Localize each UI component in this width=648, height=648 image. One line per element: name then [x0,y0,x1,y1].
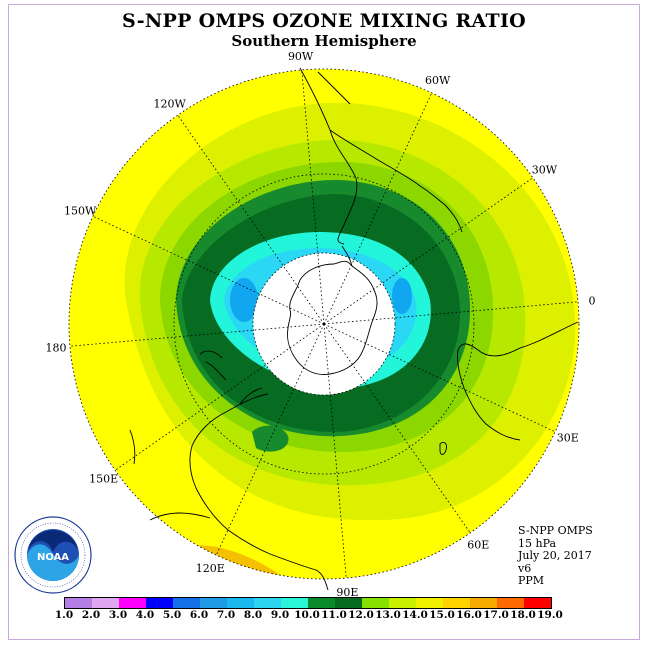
meridian-line [177,114,325,325]
color-bar-segment [443,598,470,608]
color-bar-segment [92,598,119,608]
color-bar-label: 1.0 [54,609,74,621]
longitude-label: 150E [89,472,118,485]
antarctica-coast [287,260,378,375]
meridian-line [92,215,325,325]
coastlines [129,67,579,591]
new-zealand-coast [199,350,227,381]
ozone-band-6-7-east [392,278,412,314]
color-bar-label: 2.0 [81,609,101,621]
color-bar-label: 19.0 [537,609,563,621]
color-bar-label: 14.0 [402,609,428,621]
meridian-line [301,69,325,325]
color-bar-label: 17.0 [483,609,509,621]
color-bar-label: 13.0 [375,609,401,621]
color-bar-segment [281,598,308,608]
longitude-label: 90W [288,50,314,63]
latitude-circle [68,68,580,580]
color-bar-label: 7.0 [216,609,236,621]
color-bar-segment [416,598,443,608]
color-bar-label: 5.0 [162,609,182,621]
color-bar-label: 11.0 [321,609,347,621]
map-subtitle: Southern Hemisphere [231,32,417,50]
meridian-line [114,323,325,471]
color-bar-segment [254,598,281,608]
color-bar-segment [146,598,173,608]
color-bar-segment [389,598,416,608]
color-bar-segment [200,598,227,608]
madagascar-coast [439,441,447,455]
antarctic-peninsula [341,245,353,267]
color-bar-segment [470,598,497,608]
meridian-line [323,301,579,325]
longitude-label: 90E [336,586,358,599]
color-bar-label: 9.0 [270,609,290,621]
color-bar-label: 6.0 [189,609,209,621]
info-version: v6 [518,561,532,575]
color-bar-label: 10.0 [294,609,320,621]
longitude-labels: 90W 60W 30W 0 30E 60E 90E 120E 150E 180 150W 120W [46,50,596,599]
ozone-band-6-7-west [230,278,258,322]
color-bar-segment [119,598,146,608]
info-pressure: 15 hPa [518,536,557,550]
longitude-label: 180 [46,341,67,354]
color-bar-label: 18.0 [510,609,536,621]
meridian-line [215,323,325,556]
info-units: PPM [518,574,545,587]
longitude-label: 0 [589,295,596,308]
longitude-label: 30E [557,432,579,445]
latitude-circle [173,173,475,475]
color-bar-label: 15.0 [429,609,455,621]
color-bar-labels: 1.0 2.0 3.0 4.0 5.0 6.0 7.0 8.0 9.0 10.0 11.0 12.0 1… [0,609,648,623]
color-bar-segment [308,598,335,608]
color-bar-segment [524,598,551,608]
meridian-line [323,92,433,325]
color-bar-label: 12.0 [348,609,374,621]
longitude-label: 150W [64,204,97,217]
meridian-line [323,177,534,325]
color-bar-label: 8.0 [243,609,263,621]
color-bar-segment [65,598,92,608]
logo-wordmark: NOAA [37,552,69,563]
color-bar-segment [173,598,200,608]
color-bar-segment [362,598,389,608]
color-bar-label: 3.0 [108,609,128,621]
color-bar-label: 16.0 [456,609,482,621]
longitude-label: 60W [425,74,451,87]
australia-coast [189,387,329,591]
ozone-band-10-11-patch [252,425,289,452]
color-bar [64,597,552,609]
meridian-line [323,323,471,534]
longitude-label: 30W [532,164,558,177]
longitude-label: 120E [196,562,225,575]
color-bar-segment [227,598,254,608]
africa-coast [457,321,579,441]
figure-frame [8,4,640,640]
info-satellite: S-NPP OMPS [518,524,593,537]
color-bar-segment [335,598,362,608]
color-bar-segment [497,598,524,608]
latitude-circle [252,252,396,396]
noaa-logo: NOAA [14,516,92,594]
map-title: S-NPP OMPS OZONE MIXING RATIO [121,10,527,32]
meridian-line [69,323,325,347]
south-america-coast [299,67,463,245]
info-date: July 20, 2017 [518,549,592,562]
longitude-label: 120W [154,98,187,111]
indonesia-coast [129,429,211,521]
info-box: S-NPP OMPS 15 hPa July 20, 2017 v6 PPM [518,524,593,588]
color-bar-label: 4.0 [135,609,155,621]
meridian-line [323,323,556,433]
meridian-line [323,323,347,579]
graticule [68,68,580,580]
longitude-label: 60E [467,538,489,551]
